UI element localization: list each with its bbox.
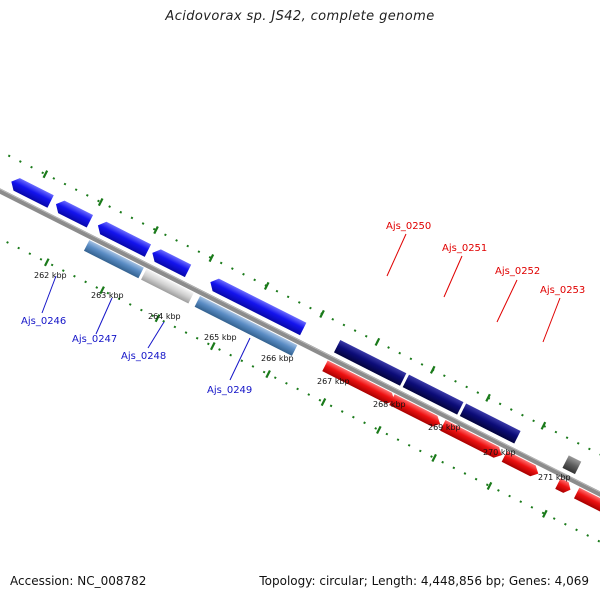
kbp-label: 269 kbp [428, 423, 461, 432]
gene-arrow[interactable] [389, 394, 443, 429]
inner-major-ticks [43, 258, 548, 518]
kbp-labels: 262 kbp 263 kbp 264 kbp 265 kbp 266 kbp … [34, 271, 571, 482]
reverse-strand-genes [8, 175, 307, 356]
gene-box[interactable] [562, 455, 582, 475]
gene-box[interactable] [333, 339, 407, 386]
gene-arrow[interactable] [8, 175, 54, 208]
gene-label[interactable]: Ajs_0247 [72, 334, 117, 345]
gene-label[interactable]: Ajs_0251 [442, 243, 487, 254]
genome-track [0, 115, 600, 593]
gene-arrow[interactable] [573, 487, 600, 530]
gene-label[interactable]: Ajs_0250 [386, 221, 431, 232]
kbp-label: 265 kbp [204, 333, 237, 342]
gene-arrow[interactable] [149, 247, 192, 278]
gene-label[interactable]: Ajs_0253 [540, 285, 585, 296]
gene-box[interactable] [459, 403, 521, 444]
kbp-label: 264 kbp [148, 312, 181, 321]
kbp-label: 271 kbp [538, 473, 571, 482]
gene-box[interactable] [194, 295, 298, 356]
forward-strand-genes [322, 339, 600, 530]
gene-leader-lines [41, 233, 561, 381]
kbp-label: 270 kbp [483, 448, 516, 457]
kbp-label: 267 kbp [317, 377, 350, 386]
gene-label[interactable]: Ajs_0246 [21, 316, 66, 327]
kbp-label: 263 kbp [91, 291, 124, 300]
gene-arrow[interactable] [440, 419, 504, 460]
gene-label[interactable]: Ajs_0248 [121, 351, 166, 362]
genome-backbone [0, 146, 600, 556]
gene-arrow[interactable] [501, 451, 541, 479]
gene-label[interactable]: Ajs_0249 [207, 385, 252, 396]
topology-text: Topology: circular; Length: 4,448,856 bp… [259, 574, 589, 588]
accession-text: Accession: NC_008782 [10, 574, 147, 588]
gene-arrow[interactable] [95, 219, 152, 257]
kbp-label: 262 kbp [34, 271, 67, 280]
inner-tick-line [0, 184, 600, 593]
gene-box[interactable] [83, 240, 144, 279]
gene-arrow[interactable] [53, 198, 94, 228]
gene-box[interactable] [141, 268, 194, 304]
map-title: Acidovorax sp. JS42, complete genome [165, 9, 435, 24]
gene-arrow[interactable] [322, 360, 397, 406]
kbp-label: 266 kbp [261, 354, 294, 363]
outer-major-ticks [42, 170, 547, 430]
gene-arrow[interactable] [555, 478, 573, 495]
gene-arrow[interactable] [207, 276, 307, 336]
gene-labels: Ajs_0246 Ajs_0247 Ajs_0248 Ajs_0249 Ajs_… [21, 221, 585, 396]
kbp-label: 268 kbp [373, 400, 406, 409]
gene-label[interactable]: Ajs_0252 [495, 266, 540, 277]
gene-box[interactable] [402, 374, 464, 415]
